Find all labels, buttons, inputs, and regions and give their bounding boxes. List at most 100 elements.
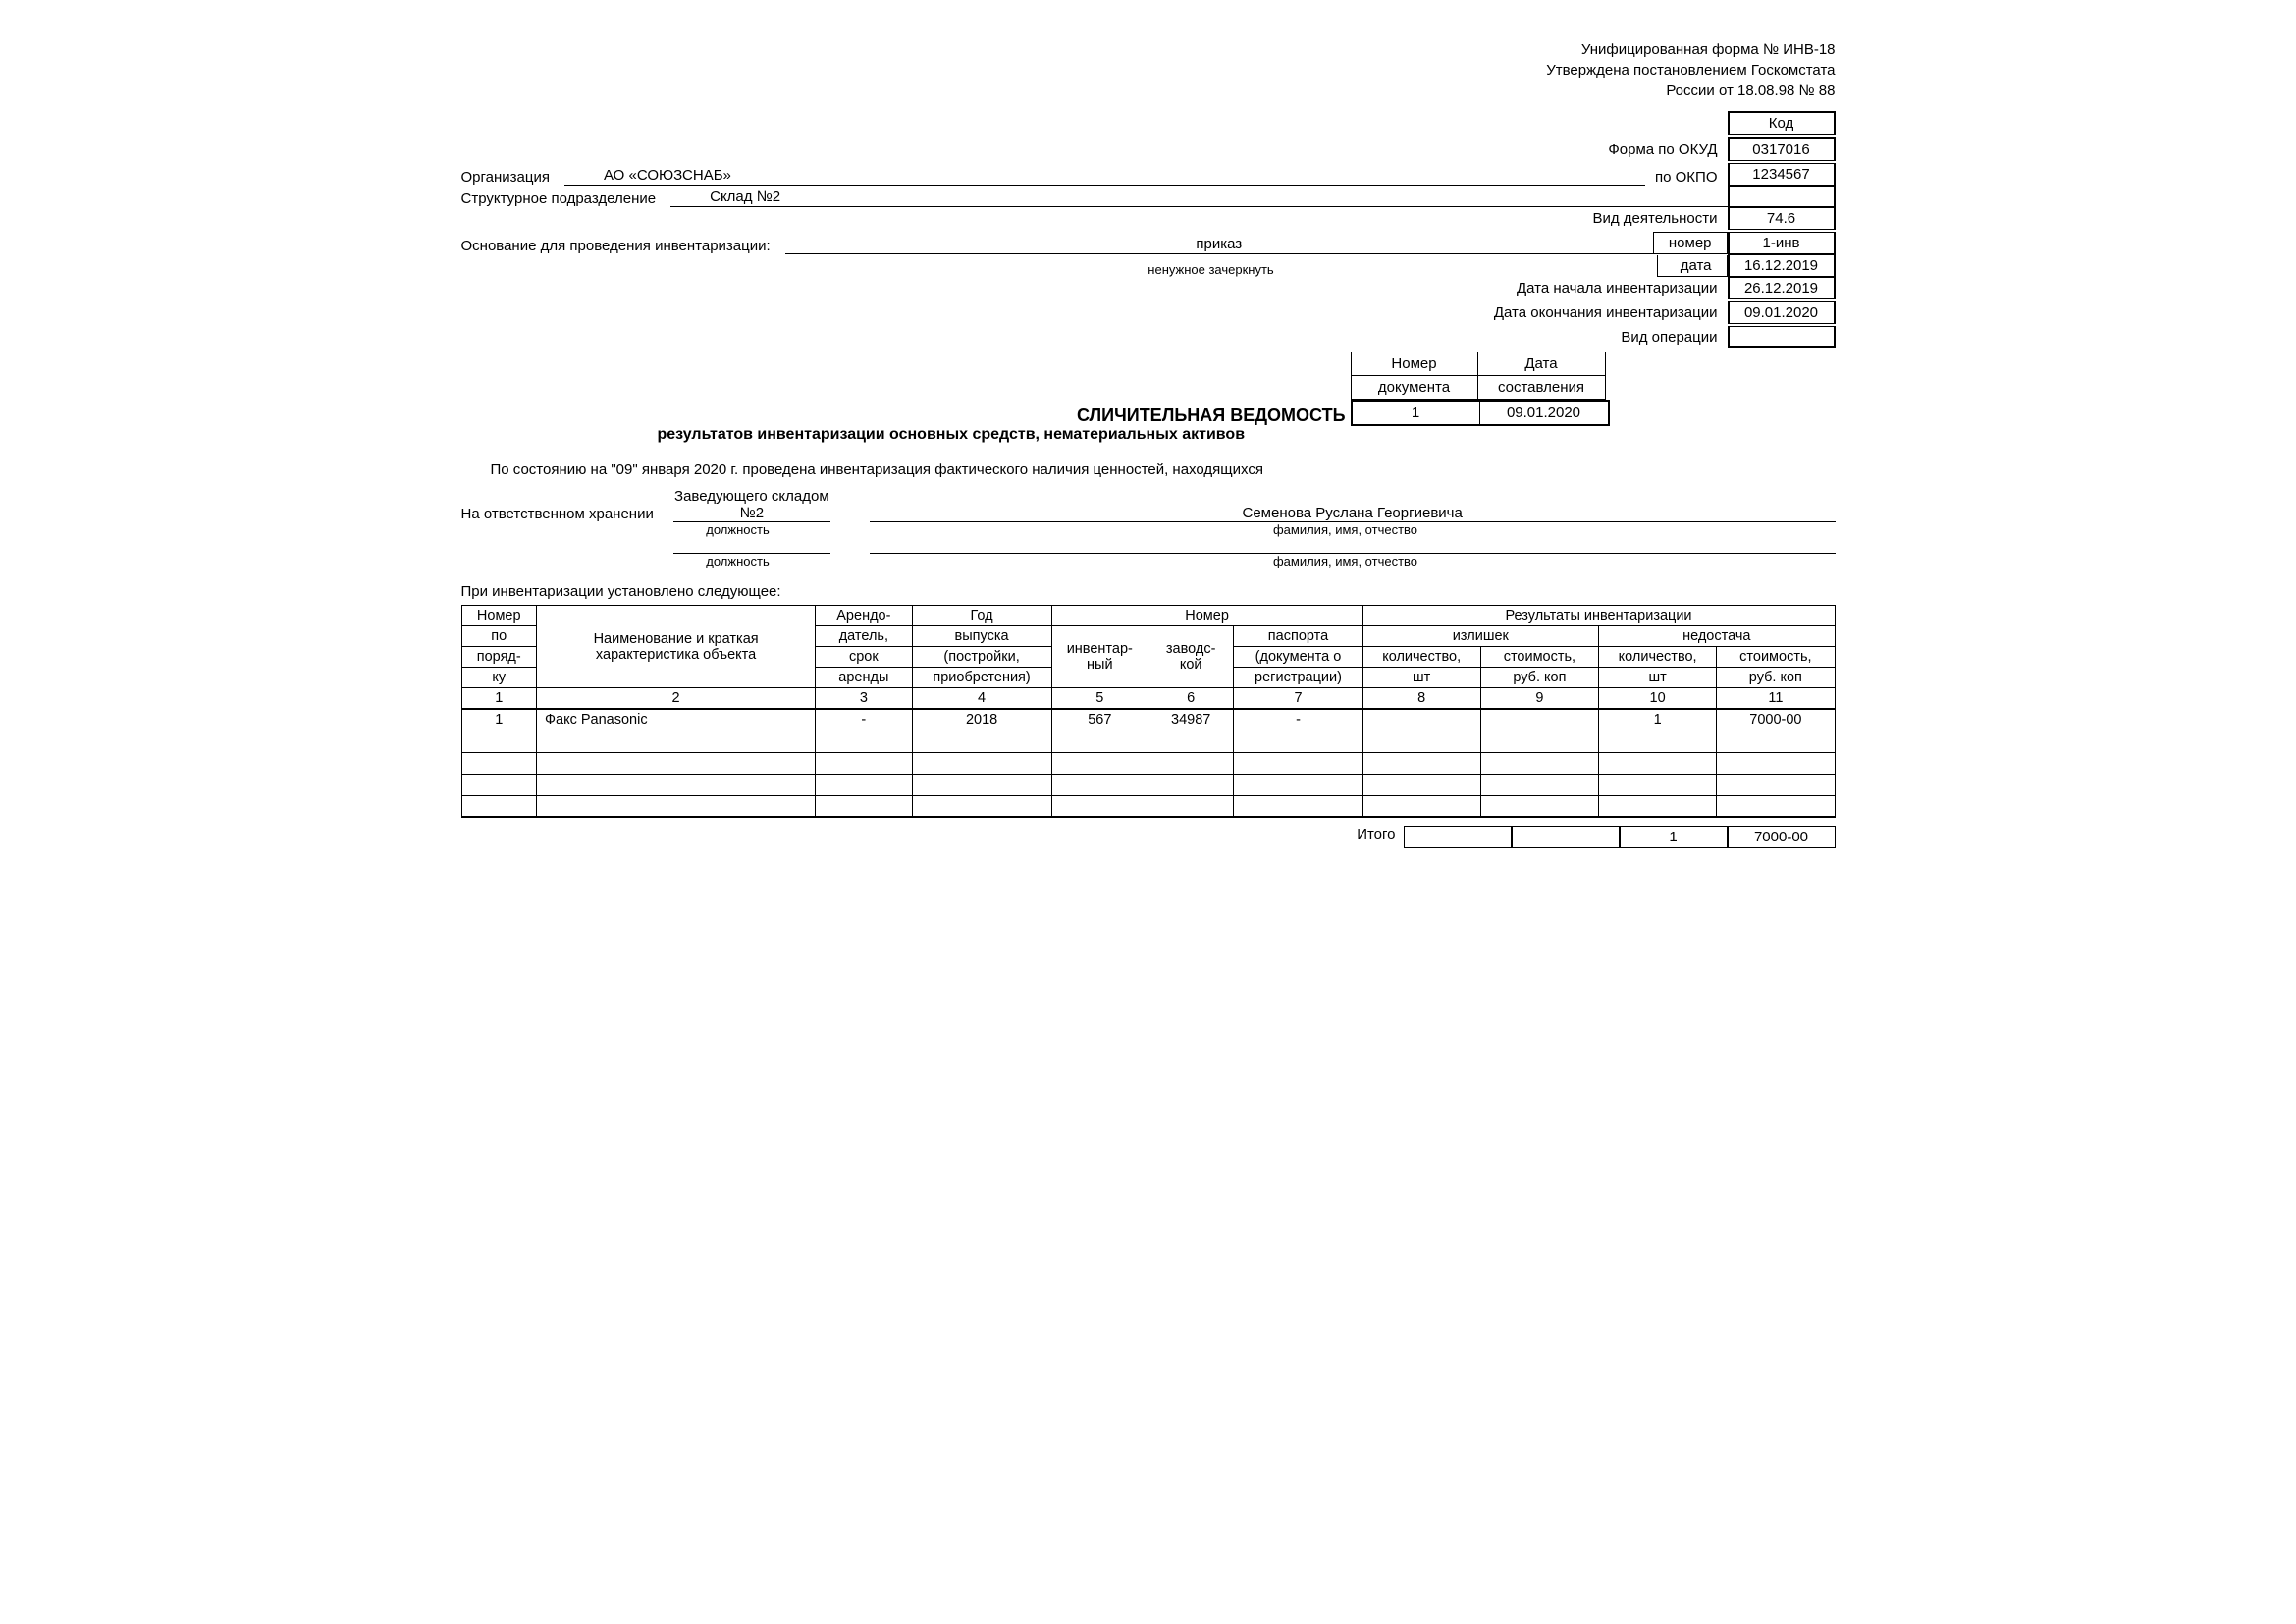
th-passport: паспорта	[1234, 626, 1362, 647]
custody-hint-1: должность фамилия, имя, отчество	[461, 522, 1836, 537]
name-hint-2: фамилия, имя, отчество	[856, 554, 1836, 568]
okud-value: 0317016	[1728, 137, 1836, 161]
table-cell: 1	[461, 709, 537, 731]
custody-hint-2: должность фамилия, имя, отчество	[461, 554, 1836, 568]
dept-code-empty	[1728, 186, 1836, 207]
operation-label: Вид операции	[1621, 329, 1727, 346]
table-cell: 1	[1599, 709, 1717, 731]
table-cell	[1362, 795, 1480, 817]
doc-title: СЛИЧИТЕЛЬНАЯ ВЕДОМОСТЬ	[1077, 406, 1351, 425]
th-lessor: Арендо-	[816, 606, 912, 626]
basis-value: приказ	[785, 236, 1653, 254]
column-number: 10	[1599, 688, 1717, 710]
table-cell	[1599, 774, 1717, 795]
table-cell	[816, 774, 912, 795]
as-of-text: По состоянию на "09" января 2020 г. пров…	[461, 461, 1836, 478]
table-cell	[1362, 731, 1480, 752]
table-cell: 7000-00	[1717, 709, 1835, 731]
th-year: Год	[912, 606, 1051, 626]
okud-row: Форма по ОКУД 0317016	[461, 137, 1836, 161]
doc-subtitle: результатов инвентаризации основных сред…	[461, 426, 1836, 444]
activity-label: Вид деятельности	[1592, 210, 1727, 227]
table-cell	[1051, 795, 1148, 817]
table-cell	[537, 731, 816, 752]
table-cell: Факс Panasonic	[537, 709, 816, 731]
start-date-row: Дата начала инвентаризации 26.12.2019	[461, 277, 1836, 299]
th-name: Наименование и краткая характеристика об…	[537, 606, 816, 688]
table-cell	[1362, 752, 1480, 774]
column-number: 8	[1362, 688, 1480, 710]
basis-row: Основание для проведения инвентаризации:…	[461, 232, 1836, 254]
docnum-h2: документа	[1351, 375, 1478, 400]
totals-shortage-qty: 1	[1620, 826, 1728, 848]
org-value: АО «СОЮЗСНАБ»	[564, 167, 1645, 186]
th-num: Номер	[461, 606, 537, 626]
totals-label: Итого	[461, 826, 1404, 848]
table-cell	[1148, 795, 1233, 817]
table-cell	[1234, 795, 1362, 817]
table-cell	[816, 752, 912, 774]
table-cell	[1599, 731, 1717, 752]
basis-hint-row: ненужное зачеркнуть дата 16.12.2019	[461, 254, 1836, 277]
table-cell	[1362, 709, 1480, 731]
table-cell	[1480, 752, 1598, 774]
table-row	[461, 752, 1835, 774]
table-cell: 567	[1051, 709, 1148, 731]
column-number: 1	[461, 688, 537, 710]
th-number-group: Номер	[1051, 606, 1362, 626]
form-line-3: России от 18.08.98 № 88	[461, 81, 1836, 101]
table-cell	[1051, 752, 1148, 774]
table-cell	[537, 774, 816, 795]
table-cell	[537, 795, 816, 817]
column-number: 11	[1717, 688, 1835, 710]
th-surplus: излишек	[1362, 626, 1598, 647]
docdate-h2: составления	[1478, 375, 1606, 400]
table-cell	[1480, 709, 1598, 731]
custody-name-1: Семенова Руслана Георгиевича	[870, 505, 1836, 522]
name-hint-1: фамилия, имя, отчество	[856, 522, 1836, 537]
table-cell	[1717, 752, 1835, 774]
table-cell	[1480, 774, 1598, 795]
table-cell	[1148, 731, 1233, 752]
th-results-group: Результаты инвентаризации	[1362, 606, 1835, 626]
table-cell	[1362, 774, 1480, 795]
th-inv: инвентар- ный	[1051, 626, 1148, 688]
okud-label: Форма по ОКУД	[1608, 141, 1727, 158]
docdate-h1: Дата	[1478, 352, 1606, 375]
dept-value: Склад №2	[670, 189, 1727, 207]
form-line-1: Унифицированная форма № ИНВ-18	[461, 39, 1836, 60]
table-cell	[912, 774, 1051, 795]
table-cell	[537, 752, 816, 774]
totals-surplus-qty	[1404, 826, 1512, 848]
activity-value: 74.6	[1728, 207, 1836, 230]
basis-number-label: номер	[1653, 232, 1728, 254]
table-cell	[1717, 795, 1835, 817]
table-row	[461, 731, 1835, 752]
custody-row-1: На ответственном хранении Заведующего ск…	[461, 488, 1836, 522]
basis-hint: ненужное зачеркнуть	[766, 262, 1657, 277]
totals-surplus-cost	[1512, 826, 1620, 848]
operation-row: Вид операции	[461, 326, 1836, 348]
dept-row: Структурное подразделение Склад №2	[461, 186, 1836, 207]
column-number: 2	[537, 688, 816, 710]
table-cell	[1599, 795, 1717, 817]
table-cell: -	[1234, 709, 1362, 731]
org-label: Организация	[461, 169, 564, 186]
docnum-value: 1	[1353, 402, 1480, 424]
table-cell	[461, 752, 537, 774]
table-cell	[461, 774, 537, 795]
table-cell	[1599, 752, 1717, 774]
totals-shortage-cost: 7000-00	[1728, 826, 1836, 848]
title-block: СЛИЧИТЕЛЬНАЯ ВЕДОМОСТЬ Номер документа Д…	[461, 352, 1836, 426]
form-header: Унифицированная форма № ИНВ-18 Утвержден…	[461, 39, 1836, 101]
form-line-2: Утверждена постановлением Госкомстата	[461, 60, 1836, 81]
column-numbers-row: 1234567891011	[461, 688, 1835, 710]
end-date-row: Дата окончания инвентаризации 09.01.2020	[461, 301, 1836, 324]
pre-table-text: При инвентаризации установлено следующее…	[461, 583, 1836, 600]
table-cell	[1717, 731, 1835, 752]
inventory-table: Номер Наименование и краткая характерист…	[461, 605, 1836, 818]
table-cell	[461, 795, 537, 817]
table-cell: -	[816, 709, 912, 731]
table-cell	[461, 731, 537, 752]
column-number: 7	[1234, 688, 1362, 710]
